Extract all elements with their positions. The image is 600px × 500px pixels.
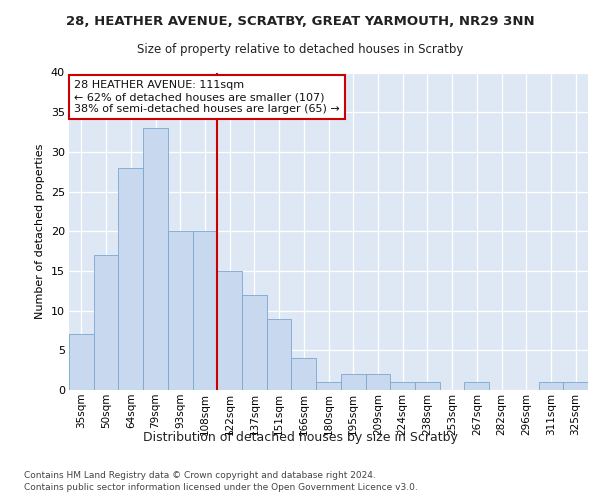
Bar: [193, 231, 217, 390]
Bar: [390, 382, 415, 390]
Bar: [415, 382, 440, 390]
Bar: [217, 271, 242, 390]
Bar: [267, 318, 292, 390]
Text: 28, HEATHER AVENUE, SCRATBY, GREAT YARMOUTH, NR29 3NN: 28, HEATHER AVENUE, SCRATBY, GREAT YARMO…: [65, 15, 535, 28]
Bar: [316, 382, 341, 390]
Text: Size of property relative to detached houses in Scratby: Size of property relative to detached ho…: [137, 42, 463, 56]
Text: 28 HEATHER AVENUE: 111sqm
← 62% of detached houses are smaller (107)
38% of semi: 28 HEATHER AVENUE: 111sqm ← 62% of detac…: [74, 80, 340, 114]
Bar: [94, 255, 118, 390]
Bar: [118, 168, 143, 390]
Y-axis label: Number of detached properties: Number of detached properties: [35, 144, 45, 319]
Text: Contains public sector information licensed under the Open Government Licence v3: Contains public sector information licen…: [24, 483, 418, 492]
Bar: [539, 382, 563, 390]
Text: Contains HM Land Registry data © Crown copyright and database right 2024.: Contains HM Land Registry data © Crown c…: [24, 470, 376, 480]
Bar: [365, 374, 390, 390]
Bar: [242, 294, 267, 390]
Bar: [341, 374, 365, 390]
Bar: [292, 358, 316, 390]
Bar: [143, 128, 168, 390]
Bar: [563, 382, 588, 390]
Text: Distribution of detached houses by size in Scratby: Distribution of detached houses by size …: [143, 431, 457, 444]
Bar: [168, 231, 193, 390]
Bar: [464, 382, 489, 390]
Bar: [69, 334, 94, 390]
